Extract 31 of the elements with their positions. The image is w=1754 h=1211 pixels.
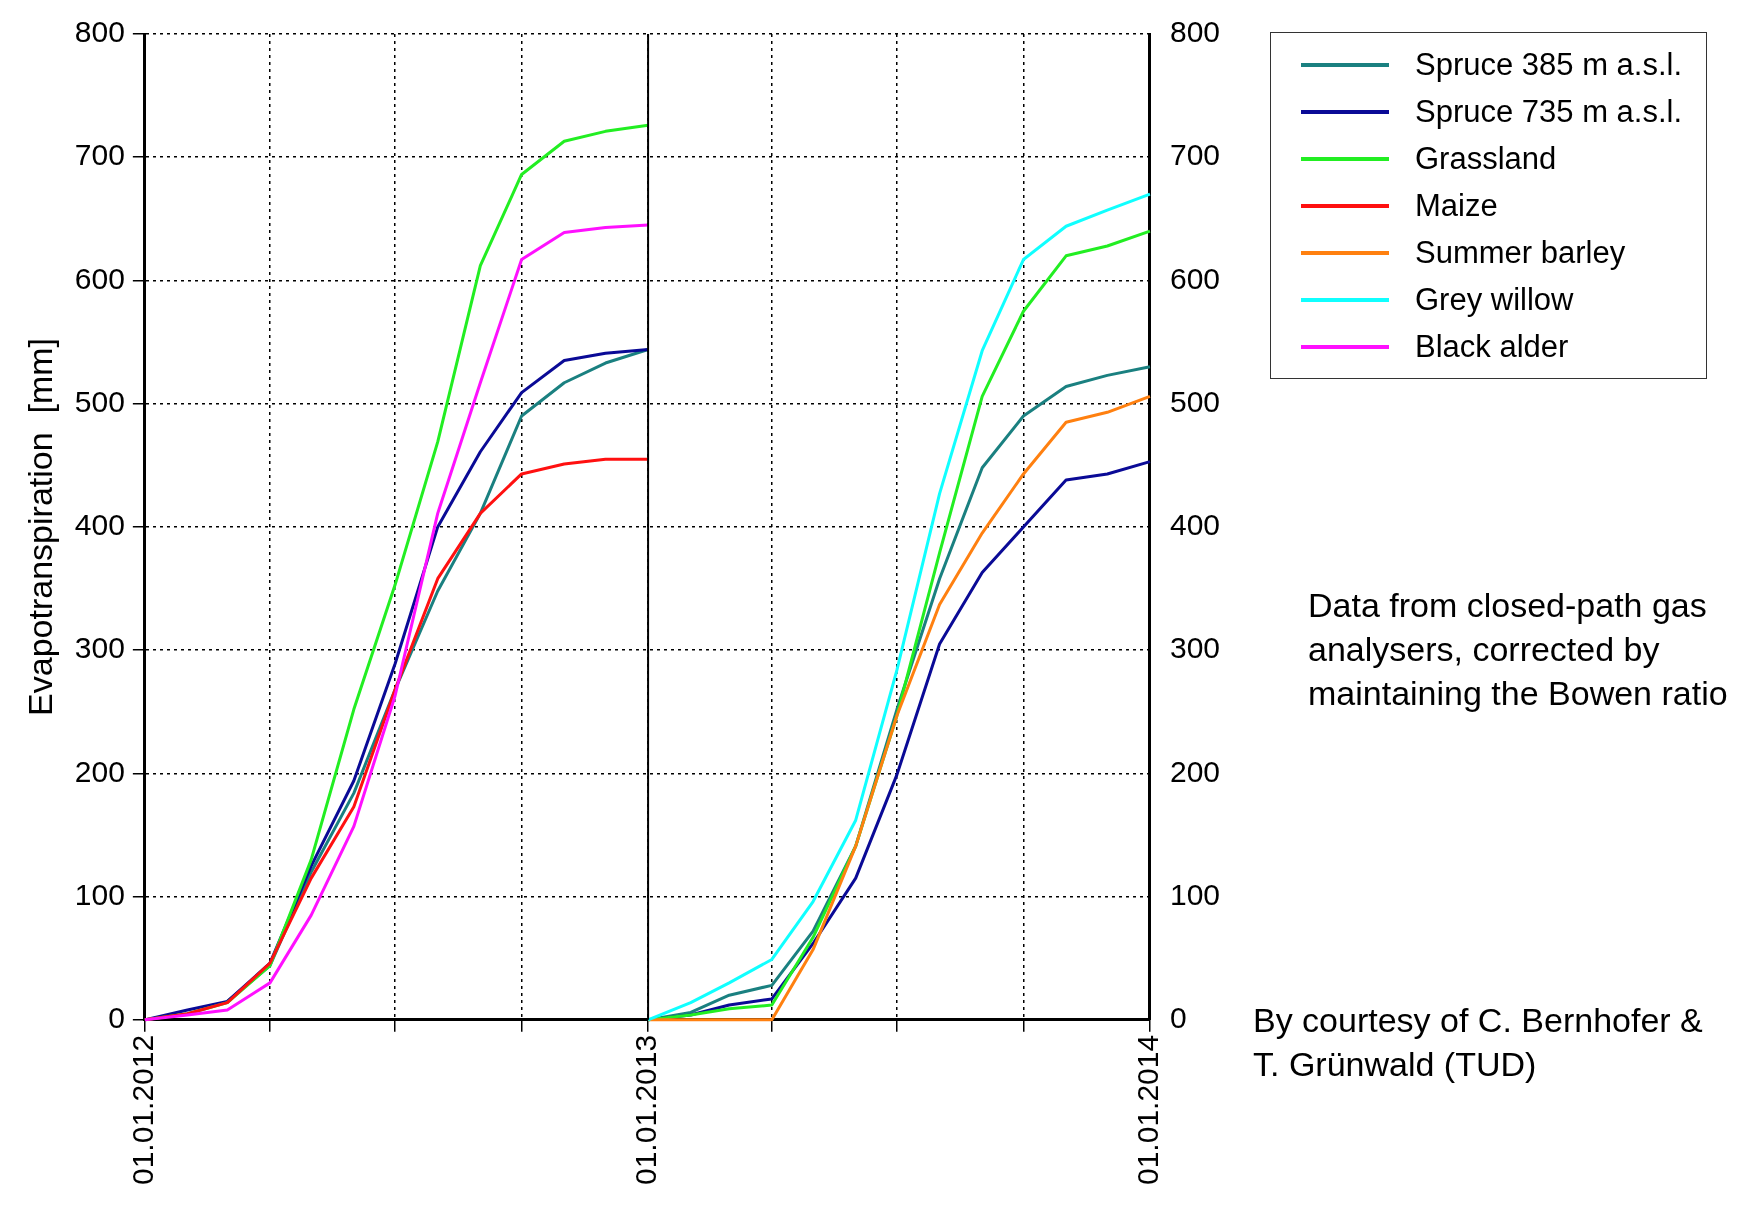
legend-label: Black alder bbox=[1415, 328, 1569, 365]
y-tick-label: 500 bbox=[74, 384, 125, 418]
legend-label: Grey willow bbox=[1415, 281, 1574, 318]
y2-tick-label: 300 bbox=[1169, 631, 1221, 665]
y-axis-title: Evapotranspiration [mm] bbox=[20, 337, 59, 716]
y-tick-label: 400 bbox=[74, 508, 125, 542]
legend-label: Grassland bbox=[1415, 140, 1557, 177]
text: Data from closed-path gas analysers, corrected by maintaining the Bowen ratio bbox=[1308, 585, 1728, 715]
x-tick-label: 01.01.2012 bbox=[126, 1034, 160, 1186]
y-tick-label: 0 bbox=[108, 1001, 125, 1035]
y-tick-label: 700 bbox=[74, 138, 125, 172]
y2-tick-label: 400 bbox=[1169, 508, 1221, 542]
y-tick-label: 200 bbox=[74, 754, 125, 788]
legend-label: Summer barley bbox=[1415, 234, 1626, 271]
y2-tick-label: 700 bbox=[1169, 138, 1221, 172]
x-tick-label: 01.01.2013 bbox=[629, 1034, 663, 1186]
y-tick-label: 100 bbox=[74, 877, 125, 911]
y-tick-label: 600 bbox=[74, 261, 125, 295]
legend-label: Spruce 385 m a.s.l. bbox=[1415, 46, 1683, 83]
legend-label: Spruce 735 m a.s.l. bbox=[1415, 93, 1683, 130]
legend-label: Maize bbox=[1415, 187, 1498, 224]
text: By courtesy of C. Bernhofer & T. Grünwald (TUD) bbox=[1253, 1000, 1704, 1086]
y2-tick-label: 200 bbox=[1169, 754, 1221, 788]
x-tick-label: 01.01.2014 bbox=[1131, 1034, 1165, 1186]
y-tick-label: 800 bbox=[74, 15, 125, 49]
y2-tick-label: 0 bbox=[1169, 1001, 1187, 1035]
y2-tick-label: 100 bbox=[1169, 877, 1221, 911]
y2-tick-label: 500 bbox=[1169, 384, 1221, 418]
y2-tick-label: 600 bbox=[1169, 261, 1221, 295]
y-tick-label: 300 bbox=[74, 631, 125, 665]
y2-tick-label: 800 bbox=[1169, 15, 1221, 49]
